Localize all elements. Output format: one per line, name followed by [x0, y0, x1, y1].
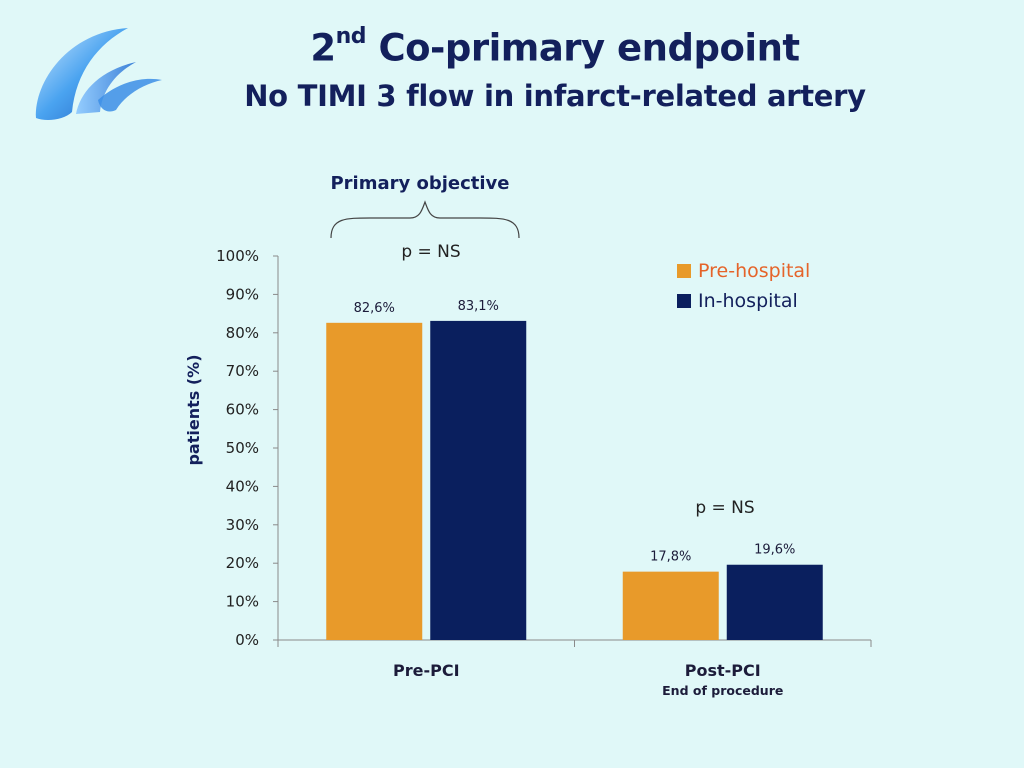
y-axis: 0% 10% 20% 30% 40% 50% 60% 70% 80% 90% 100% [216, 247, 279, 649]
y-tick-label: 20% [226, 554, 259, 572]
data-label: 83,1% [458, 299, 499, 314]
y-tick-label: 10% [226, 593, 259, 611]
y-axis-title: patients (%) [184, 354, 203, 465]
data-label: 17,8% [650, 550, 691, 565]
bars [326, 320, 823, 640]
legend-label-in-hospital: In-hospital [698, 290, 798, 312]
data-label: 19,6% [754, 543, 795, 558]
y-tick-label: 50% [226, 439, 259, 457]
y-tick-label: 60% [226, 401, 259, 419]
p-value-pre-pci: p = NS [401, 242, 460, 262]
primary-objective-brace [330, 200, 520, 239]
bar-in-hospital-pre-pci [430, 320, 527, 640]
x-category-sublabel: End of procedure [662, 683, 783, 698]
legend-swatch-pre-hospital [677, 264, 691, 278]
slide-title: 2nd Co-primary endpoint [310, 24, 800, 70]
data-labels: 82,6% 17,8% 83,1% 19,6% [354, 299, 796, 565]
primary-objective-label: Primary objective [330, 173, 509, 194]
y-tick-label: 0% [235, 631, 259, 649]
y-tick-label: 70% [226, 362, 259, 380]
y-tick-label: 90% [226, 285, 259, 303]
x-axis: Pre-PCI Post-PCI End of procedure [277, 639, 872, 698]
y-tick-label: 30% [226, 516, 259, 534]
x-category-label: Pre-PCI [393, 661, 460, 680]
p-value-post-pci: p = NS [695, 498, 754, 518]
bar-pre-hospital-post-pci [622, 571, 719, 640]
x-category-label: Post-PCI [685, 661, 761, 680]
slide-subtitle: No TIMI 3 flow in infarct-related artery [244, 79, 866, 113]
legend: Pre-hospital In-hospital [677, 260, 810, 312]
y-tick-label: 40% [226, 477, 259, 495]
y-tick-label: 100% [216, 247, 259, 265]
logo-icon [35, 28, 162, 120]
legend-label-pre-hospital: Pre-hospital [698, 260, 810, 282]
y-tick-label: 80% [226, 324, 259, 342]
bar-in-hospital-post-pci [726, 564, 823, 640]
legend-swatch-in-hospital [677, 294, 691, 308]
data-label: 82,6% [354, 301, 395, 316]
bar-pre-hospital-pre-pci [326, 322, 423, 640]
